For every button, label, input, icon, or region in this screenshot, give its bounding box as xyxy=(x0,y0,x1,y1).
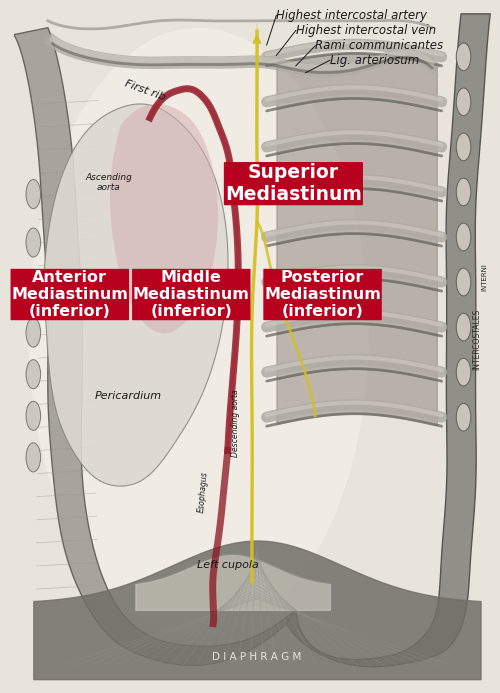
Text: Ascending
aorta: Ascending aorta xyxy=(85,173,132,192)
Ellipse shape xyxy=(26,277,40,306)
Polygon shape xyxy=(43,104,228,486)
Polygon shape xyxy=(110,104,218,333)
Ellipse shape xyxy=(456,313,471,341)
Text: Middle
Mediastinum
(inferior): Middle Mediastinum (inferior) xyxy=(133,270,250,319)
Ellipse shape xyxy=(26,360,40,389)
Ellipse shape xyxy=(456,223,471,251)
Ellipse shape xyxy=(456,178,471,206)
Text: Lig. arteriosum: Lig. arteriosum xyxy=(330,54,419,67)
Text: Left cupola: Left cupola xyxy=(197,561,258,570)
Text: Posterior
Mediastinum
(inferior): Posterior Mediastinum (inferior) xyxy=(264,270,381,319)
Text: First rib: First rib xyxy=(124,78,167,103)
Text: Esophagus: Esophagus xyxy=(197,471,210,513)
Ellipse shape xyxy=(456,88,471,116)
Text: Rami communicantes: Rami communicantes xyxy=(316,40,444,52)
Polygon shape xyxy=(286,14,490,667)
Text: Superior
Mediastinum: Superior Mediastinum xyxy=(225,163,362,204)
Text: Anterior
Mediastinum
(inferior): Anterior Mediastinum (inferior) xyxy=(12,270,128,319)
Text: INTERCOSTALES: INTERCOSTALES xyxy=(472,309,481,370)
Ellipse shape xyxy=(26,179,40,209)
Ellipse shape xyxy=(26,228,40,257)
Ellipse shape xyxy=(456,133,471,161)
Text: INTERNI: INTERNI xyxy=(482,263,488,291)
Polygon shape xyxy=(14,28,296,665)
Ellipse shape xyxy=(26,318,40,347)
Ellipse shape xyxy=(26,443,40,472)
Ellipse shape xyxy=(456,358,471,386)
Text: Pericardium: Pericardium xyxy=(94,392,162,401)
Text: Highest intercostal vein: Highest intercostal vein xyxy=(296,24,436,37)
Ellipse shape xyxy=(28,28,368,638)
Text: D I A P H R A G M: D I A P H R A G M xyxy=(212,652,302,662)
Ellipse shape xyxy=(456,268,471,296)
Ellipse shape xyxy=(456,403,471,431)
Text: Descending aorta: Descending aorta xyxy=(230,389,239,457)
Text: Highest intercostal artery: Highest intercostal artery xyxy=(276,9,428,21)
Ellipse shape xyxy=(456,43,471,71)
Ellipse shape xyxy=(26,401,40,430)
